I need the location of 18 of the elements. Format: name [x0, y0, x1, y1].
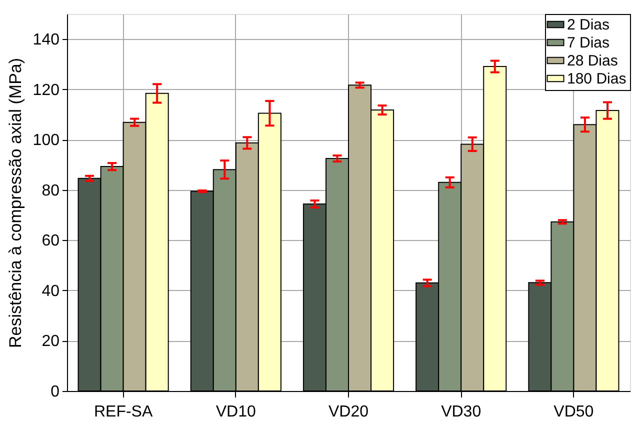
y-tick-label: 120 [32, 82, 60, 99]
y-tick-label: 0 [50, 384, 60, 400]
x-tick-label: VD20 [328, 404, 369, 420]
x-tick-label: REF-SA [94, 404, 153, 420]
x-tick-label: VD30 [441, 404, 482, 420]
x-tick-label: VD10 [216, 404, 256, 420]
y-tick-label: 140 [32, 32, 60, 49]
legend-label: 7 Dias [567, 34, 610, 52]
legend-label: 2 Dias [567, 16, 610, 34]
y-tick-label: 40 [42, 282, 60, 300]
legend-label: 180 Dias [567, 70, 626, 88]
y-tick-label: 100 [32, 132, 60, 150]
y-tick-label: 60 [42, 232, 60, 250]
legend-label: 28 Dias [567, 52, 618, 70]
y-tick-label: 20 [42, 333, 60, 350]
y-axis-title: Resistência à compressão axial (MPa) [6, 58, 25, 348]
x-tick-label: VD50 [554, 404, 594, 420]
y-tick-label: 80 [42, 182, 60, 200]
